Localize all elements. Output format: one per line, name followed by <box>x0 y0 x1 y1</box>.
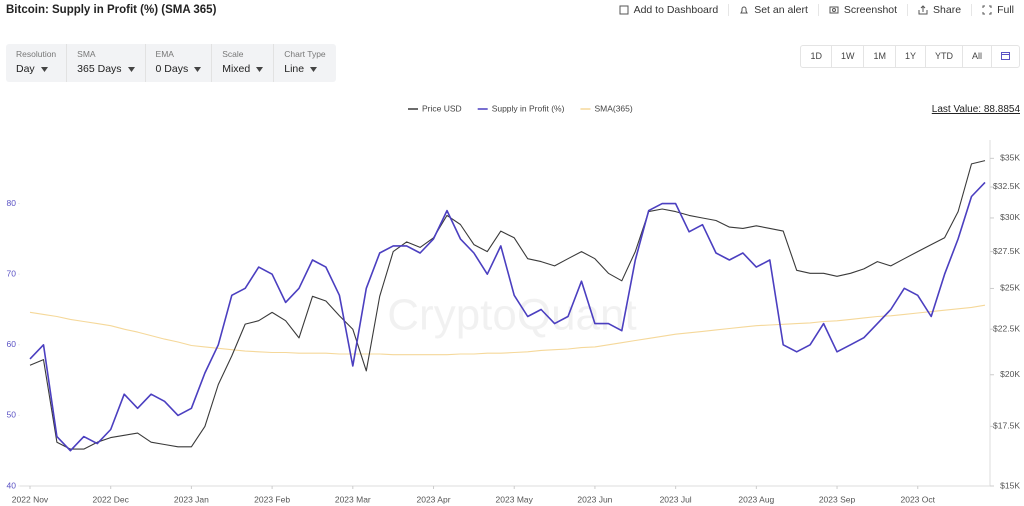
series-line <box>29 160 986 450</box>
x-tick-label: 2023 Oct <box>900 494 935 504</box>
x-tick-label: 2023 Apr <box>417 494 451 504</box>
range-button[interactable]: 1M <box>863 46 895 67</box>
dropdown-arrow <box>127 66 135 72</box>
series-line <box>29 181 986 452</box>
icon <box>829 6 839 14</box>
control-label: Chart Type <box>284 49 326 59</box>
y2-tick-label: $35K <box>1000 153 1020 163</box>
x-tick-label: 2022 Dec <box>93 494 130 504</box>
control-value-text: 365 Days <box>77 63 122 75</box>
tool-button[interactable]: Add to Dashboard <box>609 4 729 16</box>
y2-tick-label: $32.5K <box>993 181 1020 191</box>
y2-tick-label: $15K <box>1000 480 1020 490</box>
series-line <box>29 304 986 356</box>
y-tick-label: 60 <box>7 339 17 349</box>
control-label: SMA <box>77 49 96 59</box>
icon <box>740 6 749 14</box>
page-title: Bitcoin: Supply in Profit (%) (SMA 365) <box>6 4 217 16</box>
control-label: EMA <box>155 49 174 59</box>
x-tick-label: 2023 Aug <box>738 494 774 504</box>
legend-label: Supply in Profit (%) <box>492 103 565 113</box>
y2-tick-label: $22.5K <box>993 323 1020 333</box>
y2-tick-label: $20K <box>1000 369 1020 379</box>
control-value-text: Line <box>284 63 305 75</box>
tool-button[interactable]: Set an alert <box>728 4 818 16</box>
control-value: Line <box>284 63 325 75</box>
y2-tick-label: $30K <box>1000 212 1020 222</box>
toolbar: Add to Dashboard Set an alert Screenshot… <box>609 4 1024 16</box>
range-button[interactable]: YTD <box>924 46 962 67</box>
control-label: Scale <box>222 49 244 59</box>
y-tick-label: 40 <box>7 480 17 490</box>
dropdown-arrow <box>40 66 48 72</box>
x-tick-label: 2023 May <box>496 494 534 504</box>
y2-tick-label: $25K <box>1000 283 1020 293</box>
x-tick-label: 2022 Nov <box>12 494 49 504</box>
control[interactable]: Resolution Day <box>6 44 66 82</box>
dropdown-arrow <box>256 66 264 72</box>
dropdown-arrow <box>310 66 318 72</box>
control-label: Resolution <box>16 49 57 59</box>
tool-label: Set an alert <box>754 4 808 16</box>
control[interactable]: Scale Mixed <box>211 44 273 82</box>
tool-button[interactable]: Screenshot <box>817 4 907 16</box>
controls: Resolution Day SMA 365 Days EMA 0 Days Scale Mi… <box>6 44 336 82</box>
range-button[interactable]: 1Y <box>894 46 925 67</box>
tool-button[interactable]: Full <box>971 4 1024 16</box>
y-tick-label: 80 <box>7 198 17 208</box>
legend-label: SMA(365) <box>594 103 632 113</box>
x-tick-label: 2023 Mar <box>335 494 371 504</box>
control-value: Day <box>16 63 56 75</box>
legend-label: Price USD <box>422 103 462 113</box>
icon <box>982 5 992 15</box>
calendar-button[interactable] <box>991 46 1019 67</box>
tool-label: Add to Dashboard <box>633 4 719 16</box>
range-button[interactable]: 1W <box>830 46 864 67</box>
x-tick-label: 2023 Feb <box>254 494 290 504</box>
y-tick-label: 50 <box>7 410 17 420</box>
control-value-text: Mixed <box>222 63 251 75</box>
control-value-text: 0 Days <box>155 63 189 75</box>
control-value: 365 Days <box>77 63 135 75</box>
x-tick-label: 2023 Jan <box>174 494 209 504</box>
control[interactable]: Chart Type Line <box>273 44 335 82</box>
range-button[interactable]: All <box>961 46 991 67</box>
control[interactable]: SMA 365 Days <box>66 44 144 82</box>
tool-label: Full <box>997 4 1014 16</box>
range-selector: 1D 1W 1M 1Y YTD All <box>800 45 1020 68</box>
y-tick-label: 70 <box>7 268 17 278</box>
icon <box>918 5 928 15</box>
tool-label: Share <box>933 4 962 16</box>
x-tick-label: 2023 Jun <box>577 494 612 504</box>
y2-tick-label: $17.5K <box>993 421 1020 431</box>
control[interactable]: EMA 0 Days <box>144 44 212 82</box>
icon <box>1001 52 1010 60</box>
control-value: 0 Days <box>156 63 202 75</box>
range-button[interactable]: 1D <box>810 51 822 61</box>
watermark: CryptoQuant <box>387 291 636 340</box>
x-tick-label: 2023 Sep <box>819 494 856 504</box>
control-value: Mixed <box>222 63 264 75</box>
x-tick-label: 2023 Jul <box>660 494 692 504</box>
last-value: Last Value: 88.8854 <box>931 104 1020 115</box>
control-value-text: Day <box>16 63 35 75</box>
y2-tick-label: $27.5K <box>993 246 1020 256</box>
tool-button[interactable]: Share <box>907 4 971 16</box>
tool-label: Screenshot <box>843 4 898 16</box>
dropdown-arrow <box>194 66 202 72</box>
icon <box>619 5 629 15</box>
